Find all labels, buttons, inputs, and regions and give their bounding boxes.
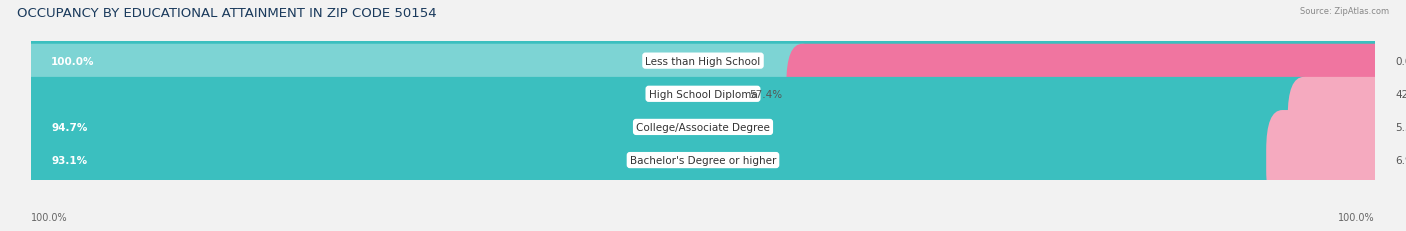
FancyBboxPatch shape [1288, 78, 1391, 177]
FancyBboxPatch shape [786, 45, 1391, 144]
FancyBboxPatch shape [31, 111, 1375, 143]
Text: 100.0%: 100.0% [1339, 212, 1375, 222]
Text: 57.4%: 57.4% [749, 89, 782, 99]
Text: 6.9%: 6.9% [1395, 155, 1406, 165]
Text: OCCUPANCY BY EDUCATIONAL ATTAINMENT IN ZIP CODE 50154: OCCUPANCY BY EDUCATIONAL ATTAINMENT IN Z… [17, 7, 436, 20]
Text: 5.3%: 5.3% [1395, 122, 1406, 132]
FancyBboxPatch shape [15, 12, 1391, 111]
FancyBboxPatch shape [15, 12, 1391, 111]
Text: Source: ZipAtlas.com: Source: ZipAtlas.com [1301, 7, 1389, 16]
FancyBboxPatch shape [1267, 111, 1391, 210]
FancyBboxPatch shape [31, 45, 1375, 78]
Text: 94.7%: 94.7% [51, 122, 87, 132]
Text: 93.1%: 93.1% [51, 155, 87, 165]
FancyBboxPatch shape [15, 111, 1299, 210]
FancyBboxPatch shape [15, 45, 1391, 144]
FancyBboxPatch shape [31, 78, 1375, 111]
Text: High School Diploma: High School Diploma [648, 89, 758, 99]
Text: Less than High School: Less than High School [645, 56, 761, 66]
FancyBboxPatch shape [15, 78, 1391, 177]
FancyBboxPatch shape [15, 111, 1391, 210]
Text: 42.6%: 42.6% [1395, 89, 1406, 99]
Text: College/Associate Degree: College/Associate Degree [636, 122, 770, 132]
Text: 100.0%: 100.0% [51, 56, 94, 66]
FancyBboxPatch shape [15, 45, 818, 144]
Text: Bachelor's Degree or higher: Bachelor's Degree or higher [630, 155, 776, 165]
Text: 0.0%: 0.0% [1395, 56, 1406, 66]
FancyBboxPatch shape [31, 144, 1375, 176]
FancyBboxPatch shape [15, 78, 1320, 177]
Text: 100.0%: 100.0% [31, 212, 67, 222]
